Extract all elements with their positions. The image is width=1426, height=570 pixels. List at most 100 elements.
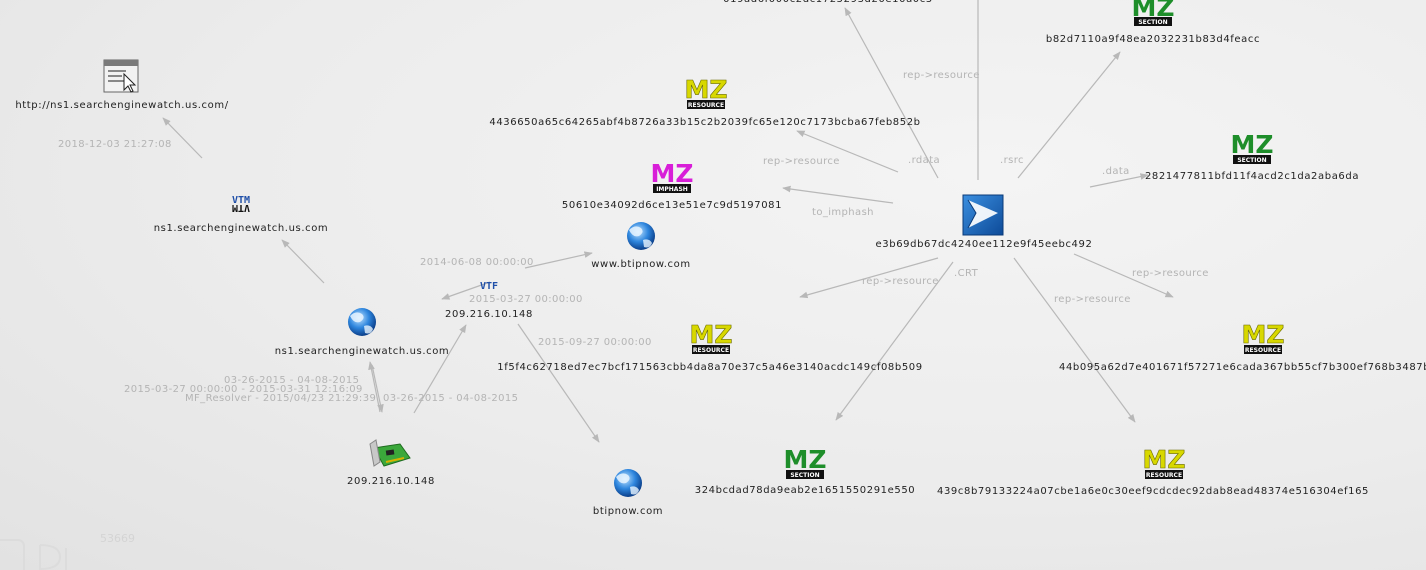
- node-ip-card[interactable]: 209.216.10.148: [347, 439, 435, 487]
- edge-ip-ipvt[interactable]: [413, 324, 467, 414]
- svg-text:SECTION: SECTION: [1138, 19, 1167, 26]
- edge-ip-domain[interactable]: [368, 361, 381, 413]
- mz-section-icon: MZ SECTION: [783, 445, 827, 479]
- node-label-vtm: ns1.searchenginewatch.us.com: [154, 223, 329, 234]
- executable-icon: [962, 194, 1004, 236]
- edge-hub-res3[interactable]: [1073, 253, 1174, 298]
- node-res2[interactable]: MZ RESOURCE 1f5f4c62718ed7ec7bcf171563cb…: [497, 320, 922, 373]
- node-sec1[interactable]: MZ SECTION b82d7110a9f48ea2032231b83d4fe…: [1046, 0, 1260, 45]
- edge-label-ipvt-www: 2014-06-08 00:00:00: [420, 257, 534, 268]
- vtm-logo-icon: VTM VTM: [232, 195, 250, 213]
- edge-label-hub-res3: rep->resource: [1132, 268, 1209, 279]
- edge-hub-imphash[interactable]: [782, 185, 894, 204]
- edge-label-hub-res4: rep->resource: [1054, 294, 1131, 305]
- edge-hub-sec3[interactable]: [835, 261, 954, 421]
- svg-text:MZ: MZ: [783, 445, 826, 474]
- node-label-btipnow: btipnow.com: [593, 506, 663, 517]
- globe-icon: [614, 469, 642, 497]
- svg-text:RESOURCE: RESOURCE: [693, 347, 729, 354]
- edges: [162, 0, 1174, 443]
- edge-label-multi-1: 03-26-2015 - 04-08-2015: [224, 375, 359, 386]
- node-label-sec3: 324bcdad78da9eab2e1651550291e550: [695, 485, 916, 496]
- edge-hub-sec2[interactable]: [1089, 173, 1149, 188]
- mz-imphash-icon: MZ IMPHASH: [650, 159, 694, 193]
- mz-section-icon: MZ SECTION: [1230, 130, 1274, 164]
- mz-resource-icon: MZ RESOURCE: [1241, 320, 1285, 354]
- globe-icon: [627, 222, 655, 250]
- node-res4[interactable]: MZ RESOURCE 439c8b79133224a07cbe1a6e0c30…: [937, 445, 1369, 497]
- svg-text:MZ: MZ: [1142, 445, 1185, 474]
- svg-text:MZ: MZ: [1230, 130, 1273, 159]
- node-label-www: www.btipnow.com: [591, 259, 690, 270]
- edge-hub-sec1[interactable]: [1017, 51, 1121, 179]
- edge-domain-vtm[interactable]: [281, 239, 325, 284]
- node-url[interactable]: http://ns1.searchenginewatch.us.com/: [15, 59, 228, 111]
- vtf-logo-icon: VTF: [480, 281, 498, 292]
- svg-text:RESOURCE: RESOURCE: [688, 102, 724, 109]
- node-www[interactable]: www.btipnow.com: [591, 222, 690, 270]
- edge-labels: 2018-12-03 21:27:08 2014-06-08 00:00:00 …: [58, 70, 1209, 404]
- network-card-icon: [369, 439, 411, 467]
- edge-hub-top[interactable]: [844, 7, 939, 179]
- edge-label-hub-data: .data: [1102, 166, 1130, 177]
- node-top-cut[interactable]: 019ad6f000c2dc1725293d20e10a0c5: [723, 0, 933, 5]
- edge-ipvt-www[interactable]: [524, 251, 593, 269]
- svg-text:VTM: VTM: [232, 195, 250, 206]
- edge-label-ipvt-btip: 2015-09-27 00:00:00: [538, 337, 652, 348]
- node-imphash[interactable]: MZ IMPHASH 50610e34092d6ce13e51e7c9d5197…: [562, 159, 782, 211]
- node-label-res2: 1f5f4c62718ed7ec7bcf171563cbb4da8a70e37c…: [497, 362, 922, 373]
- svg-text:RESOURCE: RESOURCE: [1245, 347, 1281, 354]
- node-sec2[interactable]: MZ SECTION 2821477811bfd11f4acd2c1da2aba…: [1145, 130, 1359, 182]
- svg-text:IMPHASH: IMPHASH: [656, 186, 688, 193]
- mz-section-icon: MZ SECTION: [1131, 0, 1175, 26]
- edge-label-multi-3: MF_Resolver - 2015/04/23 21:29:39: [185, 393, 376, 404]
- node-label-domain-ns1: ns1.searchenginewatch.us.com: [275, 346, 450, 357]
- mz-resource-icon: MZ RESOURCE: [689, 320, 733, 354]
- svg-text:VTM: VTM: [232, 202, 250, 213]
- svg-text:SECTION: SECTION: [1237, 157, 1266, 164]
- edge-label-hub-imphash: to_imphash: [812, 207, 874, 218]
- edge-hub-res4[interactable]: [1013, 257, 1136, 423]
- node-vtm[interactable]: VTM VTM ns1.searchenginewatch.us.com: [154, 195, 329, 234]
- edge-domain-ip[interactable]: [371, 364, 384, 413]
- edge-label-multi-4: 03-26-2015 - 04-08-2015: [383, 393, 518, 404]
- node-res1[interactable]: MZ RESOURCE 4436650a65c64265abf4b8726a33…: [489, 75, 920, 128]
- edge-label-vtm-url: 2018-12-03 21:27:08: [58, 139, 172, 150]
- node-res3[interactable]: MZ RESOURCE 44b095a62d7e401671f57271e6ca…: [1059, 320, 1426, 373]
- edge-label-hub-rsrc: .rsrc: [1000, 155, 1024, 166]
- edge-ipvt-btip[interactable]: [517, 323, 600, 443]
- edge-label-hub-top: rep->resource: [903, 70, 980, 81]
- edge-label-hub-rdata: .rdata: [908, 155, 940, 166]
- node-label-sec1: b82d7110a9f48ea2032231b83d4feacc: [1046, 34, 1260, 45]
- node-label-ip-card: 209.216.10.148: [347, 476, 435, 487]
- node-label-top-cut: 019ad6f000c2dc1725293d20e10a0c5: [723, 0, 933, 5]
- node-hub[interactable]: e3b69db67dc4240ee112e9f45eebc492: [876, 194, 1093, 250]
- edge-label-multi-2: 2015-03-27 00:00:00 - 2015-03-31 12:16:0…: [124, 384, 363, 395]
- node-label-res3: 44b095a62d7e401671f57271e6cada367bb55cf7…: [1059, 362, 1426, 373]
- edge-hub-res1[interactable]: [796, 130, 899, 173]
- mz-resource-icon: MZ RESOURCE: [1142, 445, 1186, 479]
- edge-label-hub-res1: rep->resource: [763, 156, 840, 167]
- node-btipnow[interactable]: btipnow.com: [593, 469, 663, 517]
- node-label-url: http://ns1.searchenginewatch.us.com/: [15, 100, 228, 111]
- edge-label-hub-crt: .CRT: [954, 268, 979, 279]
- svg-text:MZ: MZ: [684, 75, 727, 104]
- svg-text:MZ: MZ: [689, 320, 732, 349]
- node-label-res1: 4436650a65c64265abf4b8726a33b15c2b2039fc…: [489, 117, 920, 128]
- node-label-sec2: 2821477811bfd11f4acd2c1da2aba6da: [1145, 171, 1359, 182]
- svg-text:MZ: MZ: [1241, 320, 1284, 349]
- svg-text:SECTION: SECTION: [790, 472, 819, 479]
- svg-text:VTF: VTF: [480, 281, 498, 292]
- node-domain-ns1[interactable]: ns1.searchenginewatch.us.com: [275, 308, 450, 357]
- edge-ipvt-domain[interactable]: [441, 281, 491, 300]
- node-label-res4: 439c8b79133224a07cbe1a6e0c30eef9cdcdec92…: [937, 486, 1369, 497]
- edge-label-ipvt-domain: 2015-03-27 00:00:00: [469, 294, 583, 305]
- node-label-hub: e3b69db67dc4240ee112e9f45eebc492: [876, 239, 1093, 250]
- edge-vtm-url[interactable]: [162, 117, 203, 159]
- node-sec3[interactable]: MZ SECTION 324bcdad78da9eab2e1651550291e…: [695, 445, 916, 496]
- node-ip-vt[interactable]: VTF 209.216.10.148: [445, 281, 533, 320]
- edge-hub-res2[interactable]: [799, 257, 939, 299]
- mz-resource-icon: MZ RESOURCE: [684, 75, 728, 109]
- watermark-text: 53669: [100, 532, 135, 545]
